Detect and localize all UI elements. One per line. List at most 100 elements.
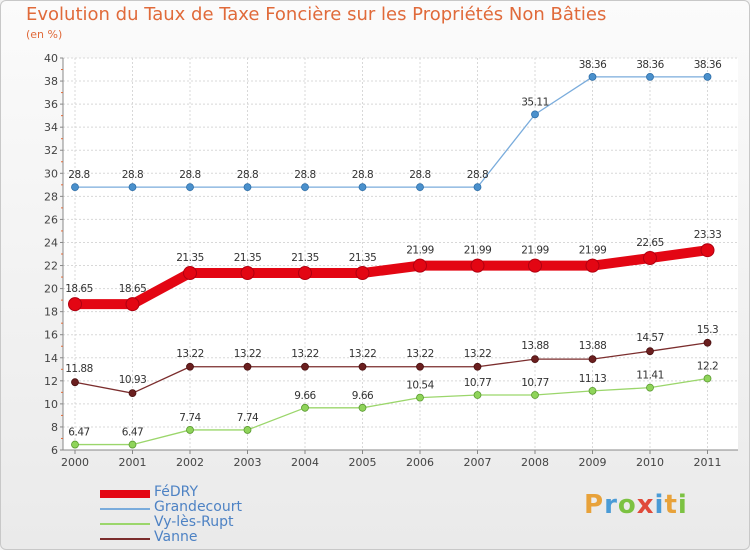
data-point [186, 426, 194, 434]
x-tick-label: 2003 [234, 456, 262, 469]
y-tick-label: 34 [44, 121, 58, 134]
data-label: 10.54 [406, 380, 434, 392]
data-point [646, 347, 654, 356]
data-label: 9.66 [352, 390, 374, 402]
data-label: 13.22 [464, 348, 492, 360]
y-tick-label: 32 [44, 144, 58, 157]
data-label: 6.47 [68, 427, 89, 439]
data-label: 35.11 [521, 96, 549, 108]
data-point [186, 362, 194, 371]
data-point [243, 362, 252, 371]
data-label: 28.8 [467, 169, 488, 181]
x-tick-label: 2001 [119, 456, 147, 469]
data-point [301, 362, 309, 371]
data-point [358, 362, 367, 371]
data-label: 12.2 [697, 361, 718, 373]
data-label: 13.88 [579, 340, 607, 352]
series-line-2 [74, 377, 709, 446]
legend-swatch-grandecourt [100, 508, 150, 510]
x-tick-label: 2004 [291, 456, 319, 469]
data-label: 11.13 [579, 373, 607, 385]
x-tick-label: 2005 [349, 456, 377, 469]
x-tick-label: 2007 [464, 456, 492, 469]
data-label: 28.8 [237, 169, 258, 181]
data-label: 18.65 [65, 283, 93, 295]
data-label: 13.22 [291, 348, 319, 360]
data-label: 21.99 [579, 245, 607, 257]
data-point [298, 266, 312, 281]
data-point [585, 258, 600, 273]
data-label: 38.36 [636, 59, 664, 71]
data-point [358, 183, 367, 192]
data-label: 14.57 [636, 332, 664, 344]
logo-letter: i [654, 490, 665, 520]
data-point [301, 403, 309, 412]
data-label: 21.99 [521, 245, 549, 257]
data-point [700, 243, 715, 258]
data-point [646, 383, 654, 392]
data-point [128, 389, 137, 398]
data-label: 38.36 [694, 59, 722, 71]
data-label: 28.8 [294, 169, 315, 181]
data-point [358, 403, 367, 412]
data-label: 6.47 [122, 427, 143, 439]
data-point [470, 258, 485, 273]
logo-letter: t [664, 490, 678, 520]
data-point [473, 391, 482, 399]
x-tick-label: 2000 [61, 456, 89, 469]
data-label: 23.33 [694, 229, 722, 241]
logo-letter: o [617, 490, 637, 520]
data-point [703, 338, 712, 347]
data-label: 21.35 [291, 252, 319, 264]
data-point [186, 183, 194, 192]
proxiti-logo: Proxiti [584, 490, 688, 520]
data-label: 13.22 [176, 348, 204, 360]
logo-letter: x [636, 490, 655, 520]
legend-swatch-fedry [100, 490, 150, 498]
data-label: 21.35 [176, 252, 204, 264]
legend-label: FéDRY [154, 484, 199, 500]
legend-label: Vanne [154, 529, 198, 545]
data-point [183, 266, 197, 281]
data-label: 21.35 [349, 252, 377, 264]
y-tick-label: 10 [44, 398, 58, 411]
data-point [531, 355, 539, 364]
data-point [473, 183, 482, 192]
data-point [125, 297, 140, 312]
y-axis-unit: (en %) [26, 28, 63, 41]
data-point [128, 440, 137, 449]
data-label: 21.99 [406, 245, 434, 257]
data-point [473, 362, 482, 371]
chart-title: Evolution du Taux de Taxe Foncière sur l… [26, 4, 607, 25]
series-line-1 [74, 76, 709, 188]
data-label: 9.66 [294, 390, 316, 402]
x-tick-label: 2002 [176, 456, 204, 469]
y-tick-label: 38 [44, 75, 58, 88]
data-point [301, 183, 309, 192]
y-tick-label: 24 [44, 236, 58, 249]
data-label: 28.8 [122, 169, 143, 181]
data-label: 7.74 [179, 412, 201, 424]
data-label: 18.65 [119, 283, 147, 295]
data-point [416, 393, 424, 402]
y-tick-label: 16 [44, 329, 58, 342]
data-label: 10.77 [521, 377, 549, 389]
data-label: 10.77 [464, 377, 492, 389]
legend-label: Vy-lès-Rupt [154, 514, 234, 530]
data-point [243, 426, 252, 434]
data-point [71, 440, 79, 449]
data-label: 28.8 [352, 169, 373, 181]
data-label: 28.8 [409, 169, 430, 181]
data-label: 11.41 [636, 370, 664, 382]
data-label: 38.36 [579, 59, 607, 71]
data-point [643, 251, 657, 266]
series-line-3 [74, 342, 709, 394]
y-tick-label: 40 [44, 52, 58, 65]
data-point [703, 73, 712, 81]
data-label: 13.22 [406, 348, 434, 360]
data-point [71, 378, 79, 387]
y-tick-label: 22 [44, 260, 58, 273]
series-line-0 [70, 245, 713, 310]
data-point [588, 386, 597, 395]
